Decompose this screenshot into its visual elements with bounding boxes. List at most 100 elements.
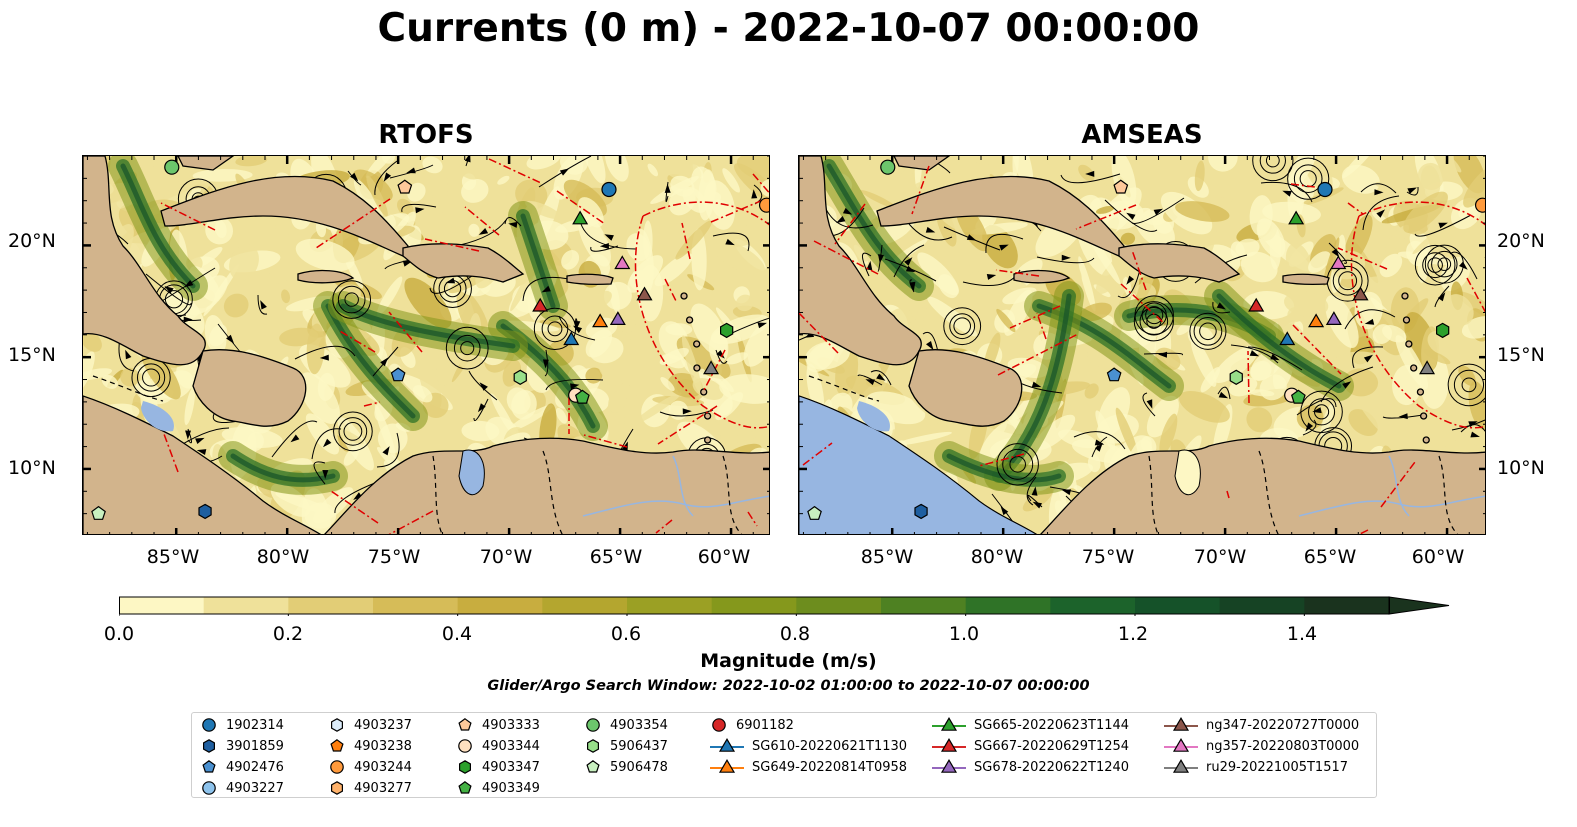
platform-marker[interactable]: [807, 505, 822, 520]
lon-tick-label: 75°W: [367, 546, 421, 568]
legend-circle-marker[interactable]: [712, 718, 726, 732]
platform-marker[interactable]: [1419, 360, 1436, 375]
legend-hexagon-marker[interactable]: [330, 718, 343, 732]
platform-marker[interactable]: [1290, 389, 1306, 404]
platform-marker[interactable]: [636, 286, 653, 301]
map-panel-rtofs[interactable]: [82, 155, 770, 535]
legend-hexagon-marker[interactable]: [202, 739, 215, 753]
colorbar-segment: [203, 597, 289, 614]
platform-marker[interactable]: [758, 197, 770, 213]
legend-triangle-marker[interactable]: [940, 759, 958, 773]
legend-circle-marker[interactable]: [202, 718, 216, 732]
legend-label: 4903347: [482, 759, 540, 775]
colorbar-tick-label: 0.0: [103, 623, 135, 645]
legend-triangle-marker[interactable]: [1172, 759, 1190, 773]
platform-marker[interactable]: [592, 313, 609, 328]
platform-marker[interactable]: [614, 255, 631, 270]
platform-marker[interactable]: [1330, 255, 1347, 270]
legend-hexagon-marker[interactable]: [330, 781, 343, 795]
legend-triangle-marker[interactable]: [718, 738, 736, 752]
platform-marker[interactable]: [574, 389, 590, 404]
platform-marker[interactable]: [703, 360, 720, 375]
legend-marker-icon: [710, 759, 744, 773]
platform-marker[interactable]: [880, 159, 896, 175]
platform-marker[interactable]: [390, 367, 406, 382]
panel-title-amseas: AMSEAS: [1081, 120, 1203, 150]
legend-item: 4903354: [584, 715, 668, 735]
legend-circle-marker[interactable]: [458, 739, 472, 753]
legend-triangle-marker[interactable]: [940, 717, 958, 731]
colorbar-tick-label: 1.2: [1117, 623, 1149, 645]
colorbar-segment: [965, 597, 1051, 614]
platform-marker[interactable]: [1352, 286, 1369, 301]
platform-marker[interactable]: [1474, 197, 1486, 213]
platform-marker[interactable]: [914, 503, 928, 520]
legend-label: 5906478: [610, 759, 668, 775]
platform-marker[interactable]: [397, 179, 413, 194]
platform-marker[interactable]: [1317, 181, 1333, 198]
platform-marker[interactable]: [1288, 210, 1305, 225]
colorbar-tick-label: 0.8: [779, 623, 811, 645]
legend-marker-icon: [202, 718, 216, 732]
platform-marker[interactable]: [563, 331, 580, 346]
legend-pentagon-marker[interactable]: [330, 739, 344, 752]
legend-marker-icon: [586, 760, 600, 773]
legend-circle-marker[interactable]: [586, 718, 600, 732]
platform-marker[interactable]: [601, 181, 617, 198]
colorbar-segment: [1304, 597, 1390, 614]
platform-marker[interactable]: [1229, 369, 1243, 385]
legend-label: 4903227: [226, 780, 284, 796]
legend-triangle-marker[interactable]: [940, 738, 958, 752]
colorbar-tick-label: 0.2: [272, 623, 304, 645]
platform-marker[interactable]: [1113, 179, 1129, 194]
legend-item: ng347-20220727T0000: [1164, 715, 1359, 735]
legend-label: 4903354: [610, 717, 668, 733]
colorbar-tick-label: 1.0: [948, 623, 980, 645]
platform-marker[interactable]: [164, 159, 180, 175]
colorbar: [119, 596, 1450, 616]
lat-tick-label: 10°N: [8, 457, 56, 479]
platform-marker[interactable]: [532, 297, 549, 312]
legend-marker-icon: [330, 739, 344, 752]
platform-marker[interactable]: [1435, 322, 1450, 339]
colorbar-tick-label: 0.4: [441, 623, 473, 645]
legend-triangle-marker[interactable]: [718, 759, 736, 773]
legend-label: 4903277: [354, 780, 412, 796]
legend-pentagon-marker[interactable]: [586, 760, 600, 773]
lon-tick-label: 65°W: [589, 546, 643, 568]
platform-marker[interactable]: [609, 311, 626, 325]
legend-marker-icon: [330, 718, 343, 732]
legend-pentagon-marker[interactable]: [458, 718, 472, 731]
colorbar-segment: [1219, 597, 1305, 614]
platform-marker[interactable]: [91, 505, 106, 520]
map-panel-amseas[interactable]: [798, 155, 1486, 535]
platform-marker[interactable]: [1106, 367, 1122, 382]
lon-tick-label: 70°W: [1193, 546, 1247, 568]
legend-triangle-marker[interactable]: [1172, 717, 1190, 731]
platform-marker[interactable]: [1248, 297, 1265, 312]
legend-triangle-marker[interactable]: [1172, 738, 1190, 752]
legend-hexagon-marker[interactable]: [586, 739, 599, 753]
platform-marker[interactable]: [1308, 313, 1325, 328]
legend-hexagon-marker[interactable]: [458, 760, 471, 774]
lon-tick-label: 60°W: [697, 546, 751, 568]
platform-marker[interactable]: [719, 322, 734, 339]
legend-circle-marker[interactable]: [330, 760, 344, 774]
legend-marker-icon: [458, 760, 471, 774]
legend-pentagon-marker[interactable]: [202, 760, 216, 773]
lon-tick-label: 60°W: [1411, 546, 1465, 568]
colorbar-segment: [457, 597, 543, 614]
legend-pentagon-marker[interactable]: [458, 781, 472, 794]
platform-marker[interactable]: [513, 369, 527, 385]
colorbar-segment: [711, 597, 797, 614]
legend-item: ng357-20220803T0000: [1164, 736, 1359, 756]
legend-item: 6901182: [710, 715, 794, 735]
legend-circle-marker[interactable]: [202, 781, 216, 795]
platform-marker[interactable]: [1279, 331, 1296, 346]
legend-label: 4902476: [226, 759, 284, 775]
legend-marker-icon: [330, 781, 343, 795]
platform-marker[interactable]: [1325, 311, 1342, 325]
platform-marker[interactable]: [572, 210, 589, 225]
platform-marker[interactable]: [198, 503, 212, 520]
legend-label: 6901182: [736, 717, 794, 733]
